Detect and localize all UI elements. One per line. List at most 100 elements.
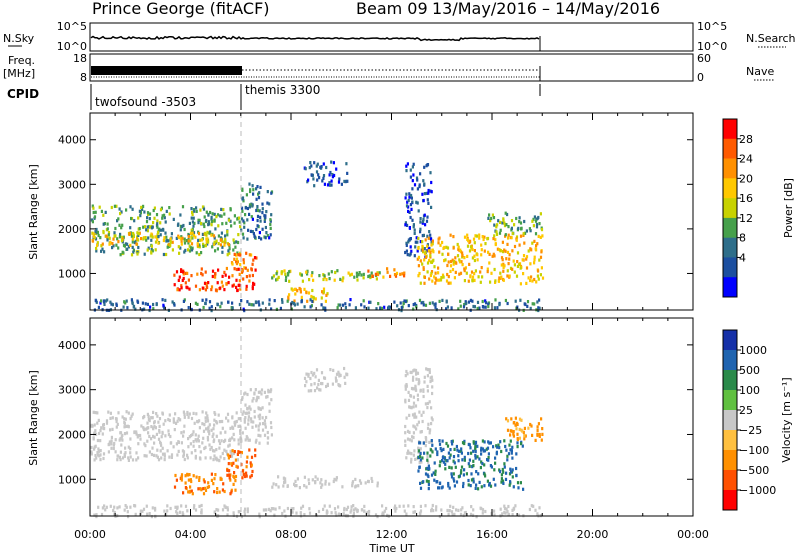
power-cell: [525, 255, 529, 259]
power-cell: [461, 253, 464, 257]
power-cell: [310, 294, 313, 299]
power-cell: [533, 215, 536, 219]
power-cell: [246, 268, 249, 272]
power-cell: [240, 217, 244, 221]
velocity-cell: [238, 510, 241, 514]
velocity-cell: [231, 425, 234, 429]
velocity-cell: [228, 443, 231, 447]
power-cell: [334, 270, 337, 275]
power-cell: [154, 235, 157, 239]
velocity-cell: [213, 454, 216, 458]
power-cell: [129, 205, 132, 209]
velocity-cell: [172, 420, 175, 424]
power-cell: [198, 243, 201, 247]
velocity-cell: [226, 468, 229, 472]
power-cell: [504, 211, 507, 215]
freq-left-tick-bottom: 8: [80, 71, 87, 84]
velocity-cell: [153, 441, 156, 445]
velocity-cell: [133, 430, 136, 435]
power-cell: [171, 300, 174, 304]
velocity-cell: [357, 484, 360, 488]
power-cell: [265, 210, 268, 214]
velocity-cell: [248, 448, 251, 452]
power-cell: [101, 242, 104, 246]
x-tick-label: 08:00: [275, 528, 307, 541]
velocity-cell: [418, 465, 421, 469]
power-cell: [424, 250, 427, 254]
velocity-cell: [118, 438, 121, 442]
power-cell: [358, 271, 361, 275]
velocity-cell: [141, 509, 144, 513]
power-cell: [261, 202, 264, 206]
power-cell: [485, 301, 488, 305]
power-cell: [182, 299, 185, 303]
power-cell: [404, 221, 407, 225]
velocity-cell: [460, 451, 463, 455]
power-cell: [431, 242, 434, 246]
power-cell: [496, 306, 499, 310]
power-cell: [434, 281, 437, 285]
power-cell: [533, 239, 536, 243]
velocity-cell: [173, 428, 176, 432]
velocity-cell: [407, 390, 410, 394]
power-cell: [157, 241, 160, 245]
power-cell: [190, 235, 193, 239]
velocity-cell: [321, 382, 324, 386]
velocity-cell: [323, 376, 326, 380]
power-cell: [491, 254, 494, 258]
velocity-cell: [515, 466, 518, 471]
velocity-cell: [215, 448, 218, 452]
power-cell: [422, 179, 425, 183]
velocity-cell: [521, 429, 524, 433]
velocity-cell: [146, 421, 149, 425]
velocity-cell: [192, 444, 195, 448]
power-cell: [288, 293, 291, 297]
velocity-cell: [219, 477, 222, 481]
velocity-cell: [162, 422, 165, 426]
velocity-cell: [95, 513, 98, 517]
power-cell: [291, 300, 294, 305]
velocity-cell: [204, 445, 207, 449]
velocity-cell: [325, 384, 328, 389]
power-cell: [108, 236, 111, 240]
velocity-cell: [494, 461, 497, 465]
power-cell: [493, 234, 496, 238]
velocity-cell: [197, 487, 200, 491]
velocity-cell: [305, 485, 308, 489]
power-cell: [150, 226, 153, 230]
velocity-cell: [457, 449, 460, 453]
power-cell: [144, 302, 147, 306]
power-cell: [413, 183, 417, 187]
velocity-cell: [187, 490, 190, 494]
power-cell: [146, 302, 149, 306]
power-cell: [224, 234, 227, 238]
velocity-cell: [213, 423, 216, 427]
power-cell: [454, 256, 457, 260]
power-cell: [522, 272, 525, 276]
power-cell: [141, 301, 144, 305]
power-cell: [245, 284, 248, 288]
power-cell: [171, 248, 174, 252]
power-cell: [179, 237, 182, 241]
colorbar-cell: [723, 178, 737, 199]
power-cell: [484, 242, 487, 246]
velocity-cell: [419, 504, 422, 508]
power-cell: [252, 232, 255, 236]
velocity-cell: [311, 373, 314, 377]
velocity-cell: [250, 417, 253, 421]
velocity-cell: [232, 513, 235, 517]
power-cell: [145, 220, 149, 224]
velocity-cell: [250, 463, 253, 467]
power-cell: [270, 191, 273, 195]
power-cell: [411, 187, 414, 191]
power-cell: [412, 223, 415, 227]
velocity-cell: [514, 504, 517, 508]
power-cell: [498, 231, 502, 235]
power-cell: [210, 309, 213, 313]
power-cell: [418, 298, 422, 302]
velocity-cell: [215, 508, 218, 512]
power-cell: [260, 237, 263, 241]
velocity-cell: [253, 392, 256, 396]
velocity-cell: [126, 510, 129, 514]
power-cell: [137, 245, 140, 250]
